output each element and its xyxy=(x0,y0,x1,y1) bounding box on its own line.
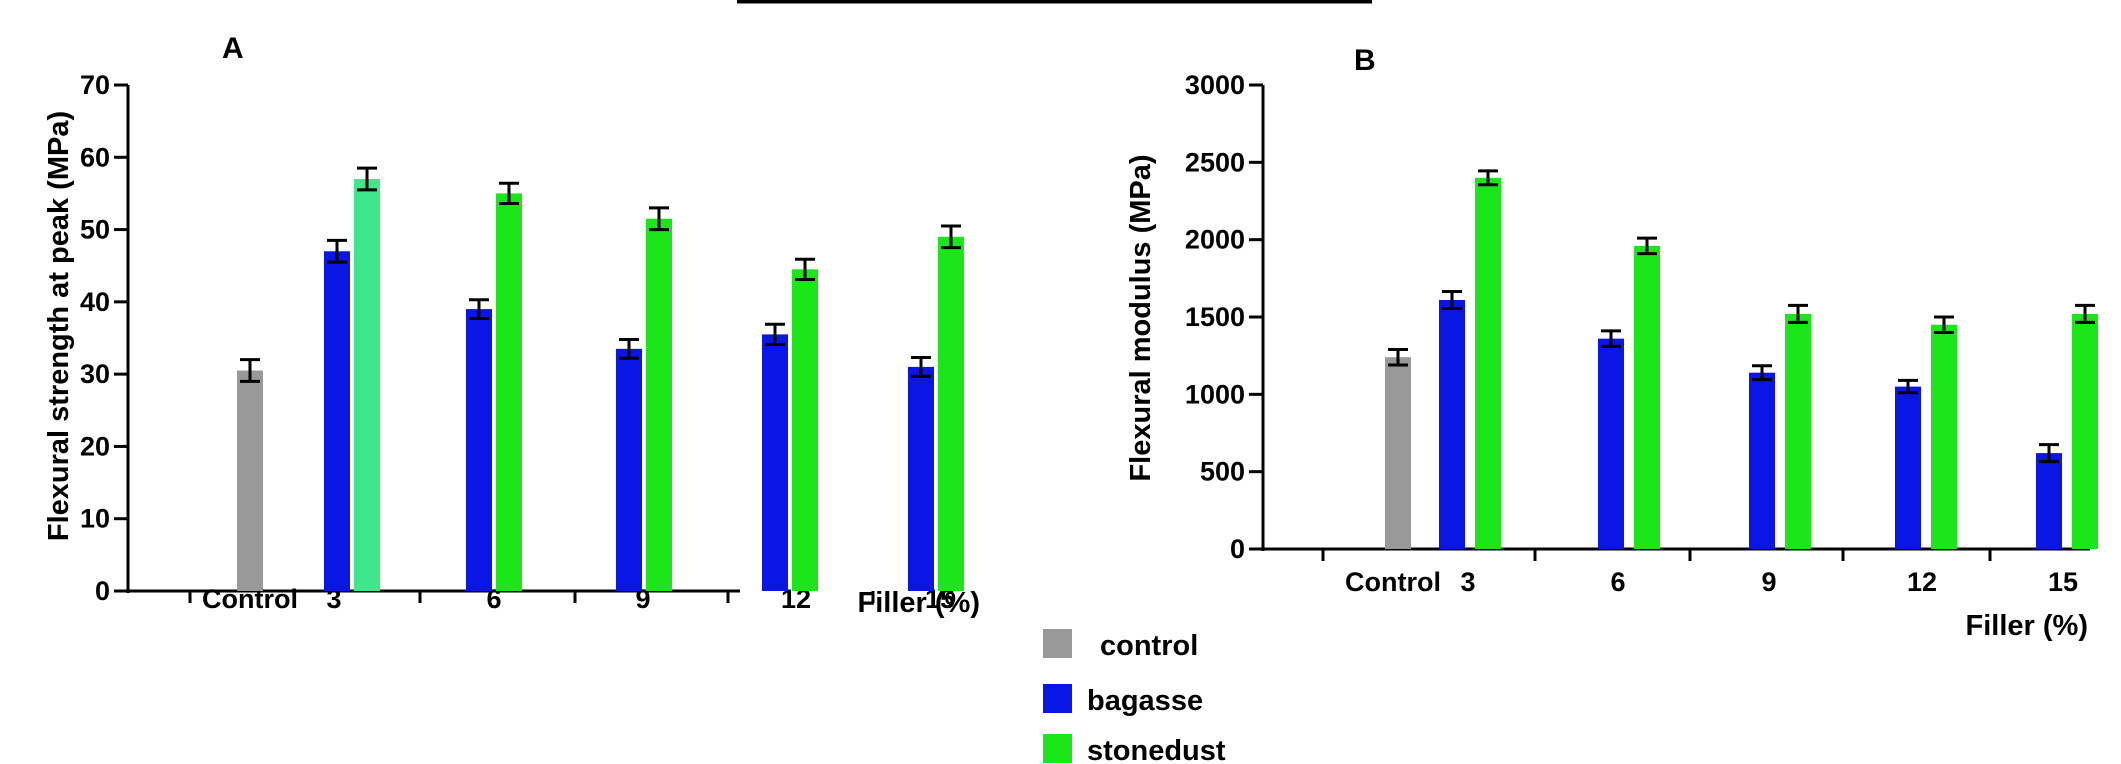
y-tick-label-a-2: 20 xyxy=(80,431,110,461)
bar-a-control-Control xyxy=(237,370,263,591)
x-tick-label-b-5: 15 xyxy=(2048,567,2078,597)
y-tick-label-a-4: 40 xyxy=(80,287,110,317)
y-tick-label-a-5: 50 xyxy=(80,215,110,245)
error-bar-b-bagasse-12 xyxy=(1898,378,1918,395)
error-bar-a-control-Control xyxy=(240,358,260,383)
error-bar-a-stonedust-3 xyxy=(357,166,377,192)
x-axis-title-a: Filler (%) xyxy=(858,587,980,619)
y-tick-label-b-5: 2500 xyxy=(1185,147,1245,177)
error-bar-a-bagasse-9 xyxy=(619,337,639,360)
y-axis-title-b: Flexural modulus (MPa) xyxy=(1125,154,1157,481)
bar-b-bagasse-15 xyxy=(2036,453,2062,549)
legend-swatch-control xyxy=(1043,629,1072,658)
error-bar-b-bagasse-3 xyxy=(1442,289,1462,310)
error-bar-b-stonedust-6 xyxy=(1637,236,1657,256)
error-bar-b-bagasse-9 xyxy=(1752,364,1772,382)
error-bar-a-bagasse-15 xyxy=(911,356,931,378)
y-tick-label-b-4: 2000 xyxy=(1185,225,1245,255)
y-axis-title-a: Flexural strength at peak (MPa) xyxy=(43,111,75,541)
y-tick-label-b-2: 1000 xyxy=(1185,379,1245,409)
bar-a-stonedust-9 xyxy=(646,218,672,591)
y-tick-label-a-3: 30 xyxy=(80,359,110,389)
bar-a-stonedust-3 xyxy=(354,178,380,591)
bar-a-stonedust-6 xyxy=(496,193,522,591)
bar-b-stonedust-3 xyxy=(1475,177,1501,550)
error-bar-b-bagasse-15 xyxy=(2039,443,2059,464)
bar-b-bagasse-6 xyxy=(1598,338,1624,549)
error-bar-b-control-Control xyxy=(1388,347,1408,367)
legend-label-control: control xyxy=(1100,630,1198,662)
bar-b-bagasse-9 xyxy=(1749,372,1775,549)
error-bar-a-stonedust-6 xyxy=(499,181,519,206)
error-bar-a-stonedust-12 xyxy=(795,257,815,281)
error-bar-b-stonedust-3 xyxy=(1478,169,1498,187)
x-axis-title-b: Filler (%) xyxy=(1966,610,2088,642)
legend-swatch-bagasse xyxy=(1043,684,1072,713)
bar-a-bagasse-6 xyxy=(466,309,492,591)
y-tick-label-b-6: 3000 xyxy=(1185,70,1245,100)
x-tick-label-a-1: 3 xyxy=(326,584,341,614)
x-tick-label-a-2: 6 xyxy=(486,584,501,614)
error-bar-a-bagasse-3 xyxy=(327,238,347,264)
error-bar-a-stonedust-9 xyxy=(649,206,669,232)
bar-a-bagasse-3 xyxy=(324,251,350,591)
bar-b-bagasse-3 xyxy=(1439,299,1465,549)
x-tick-label-b-4: 12 xyxy=(1907,567,1937,597)
error-bar-a-bagasse-12 xyxy=(765,322,785,347)
bar-b-bagasse-12 xyxy=(1895,386,1921,549)
y-tick-label-a-1: 10 xyxy=(80,504,110,534)
legend-label-bagasse: bagasse xyxy=(1087,685,1203,717)
legend: control bagasse stonedust xyxy=(1043,629,1226,764)
legend-swatch-stonedust xyxy=(1043,734,1072,763)
bar-a-stonedust-15 xyxy=(938,236,964,592)
x-tick-label-a-3: 9 xyxy=(635,584,650,614)
bar-b-stonedust-6 xyxy=(1634,245,1660,549)
chart-panel-a: A Flexural strength at peak (MPa) Filler… xyxy=(43,32,980,619)
chart-panel-b: B Flexural modulus (MPa) Filler (%) 0 500… xyxy=(1125,44,2098,642)
bar-a-bagasse-9 xyxy=(616,348,642,591)
bar-b-stonedust-12 xyxy=(1931,324,1957,549)
error-bar-a-bagasse-6 xyxy=(469,298,489,320)
y-tick-label-b-0: 0 xyxy=(1230,534,1245,564)
legend-label-stonedust: stonedust xyxy=(1087,735,1226,764)
y-tick-label-b-1: 500 xyxy=(1200,457,1245,487)
bar-b-stonedust-15 xyxy=(2072,313,2098,549)
y-tick-label-a-6: 60 xyxy=(80,142,110,172)
bar-b-stonedust-9 xyxy=(1785,313,1811,549)
y-tick-label-b-3: 1500 xyxy=(1185,302,1245,332)
bar-a-bagasse-15 xyxy=(908,366,934,591)
bar-a-bagasse-12 xyxy=(762,334,788,591)
bar-a-stonedust-12 xyxy=(792,269,818,591)
y-tick-label-a-0: 0 xyxy=(95,576,110,606)
error-bar-b-stonedust-9 xyxy=(1788,303,1808,324)
y-tick-label-a-7: 70 xyxy=(80,70,110,100)
error-bar-b-stonedust-12 xyxy=(1934,315,1954,334)
x-tick-label-b-1: 3 xyxy=(1460,567,1475,597)
error-bar-b-bagasse-6 xyxy=(1601,329,1621,348)
panel-label-b: B xyxy=(1354,44,1376,77)
error-bar-a-stonedust-15 xyxy=(941,224,961,250)
error-bar-b-stonedust-15 xyxy=(2075,303,2095,324)
x-tick-label-b-3: 9 xyxy=(1761,567,1776,597)
panel-label-a: A xyxy=(222,32,244,65)
x-tick-label-b-0: Control xyxy=(1345,567,1441,597)
bar-b-control-Control xyxy=(1385,357,1411,549)
x-tick-label-b-2: 6 xyxy=(1610,567,1625,597)
